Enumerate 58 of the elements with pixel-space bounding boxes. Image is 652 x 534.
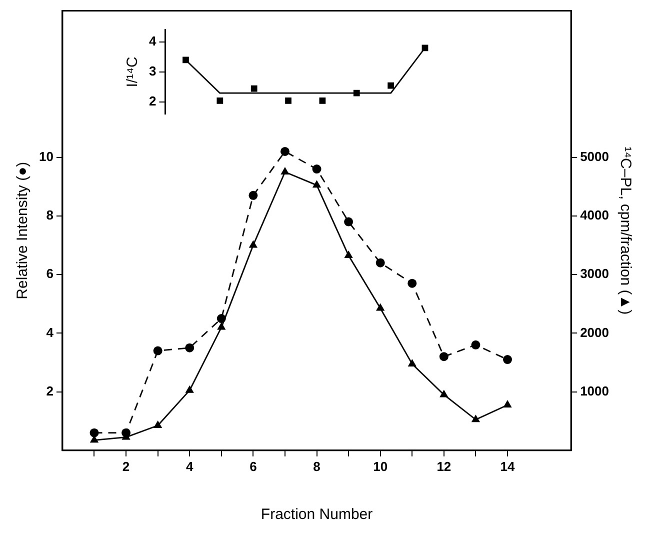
- y-axis-title: I/¹⁴C: [124, 56, 142, 88]
- point: [312, 164, 322, 174]
- point: [471, 340, 480, 350]
- point: [280, 166, 290, 174]
- y-axis-title: Relative Intensity (●): [14, 162, 32, 300]
- y2-tick-label: 5000: [580, 148, 609, 164]
- point: [153, 346, 162, 356]
- point: [440, 390, 448, 398]
- point: [280, 146, 290, 156]
- point: [344, 217, 354, 226]
- point: [503, 355, 512, 364]
- y2-axis-title: ¹⁴C–PL, cpm/fraction (▲): [616, 146, 634, 315]
- point: [408, 278, 417, 288]
- point: [319, 97, 326, 104]
- x-tick-label: 6: [250, 458, 257, 474]
- point: [216, 314, 226, 324]
- point: [90, 428, 99, 438]
- point: [182, 56, 189, 64]
- y-tick-label: 2: [148, 94, 156, 109]
- point: [312, 180, 322, 188]
- y-tick-label: 2: [46, 383, 54, 398]
- y-tick-label: 4: [148, 33, 157, 48]
- point: [217, 322, 226, 330]
- x-tick-label: 10: [373, 458, 388, 474]
- y-tick-label: 3: [148, 64, 156, 79]
- x-tick-label: 14: [500, 458, 516, 474]
- point: [408, 358, 416, 366]
- point: [250, 85, 258, 92]
- point: [388, 82, 394, 89]
- point: [122, 428, 131, 438]
- x-tick-label: 4: [186, 458, 194, 474]
- point: [376, 303, 385, 311]
- y2-tick-label: 4000: [580, 208, 609, 223]
- y2-tick-label: 2000: [580, 324, 609, 340]
- x-tick-label: 8: [313, 458, 320, 474]
- x-tick-label: 2: [122, 458, 130, 474]
- y-tick-label: 4: [46, 324, 54, 340]
- point: [471, 414, 480, 422]
- point: [376, 258, 385, 268]
- point: [344, 250, 353, 258]
- y2-tick-label: 3000: [580, 266, 609, 282]
- point: [439, 352, 448, 362]
- y-tick-label: 6: [46, 266, 54, 282]
- y-tick-label: 8: [46, 208, 54, 223]
- point: [185, 385, 194, 393]
- point: [248, 240, 258, 248]
- point: [216, 97, 224, 104]
- x-axis-title: Fraction Number: [260, 506, 373, 524]
- point: [185, 343, 194, 352]
- point: [503, 400, 512, 408]
- point: [285, 97, 292, 104]
- point: [153, 420, 162, 428]
- x-tick-label: 12: [436, 458, 452, 474]
- point: [422, 44, 428, 52]
- y2-tick-label: 1000: [580, 383, 609, 398]
- point: [353, 90, 360, 96]
- point: [248, 190, 258, 200]
- y-tick-label: 10: [38, 148, 54, 164]
